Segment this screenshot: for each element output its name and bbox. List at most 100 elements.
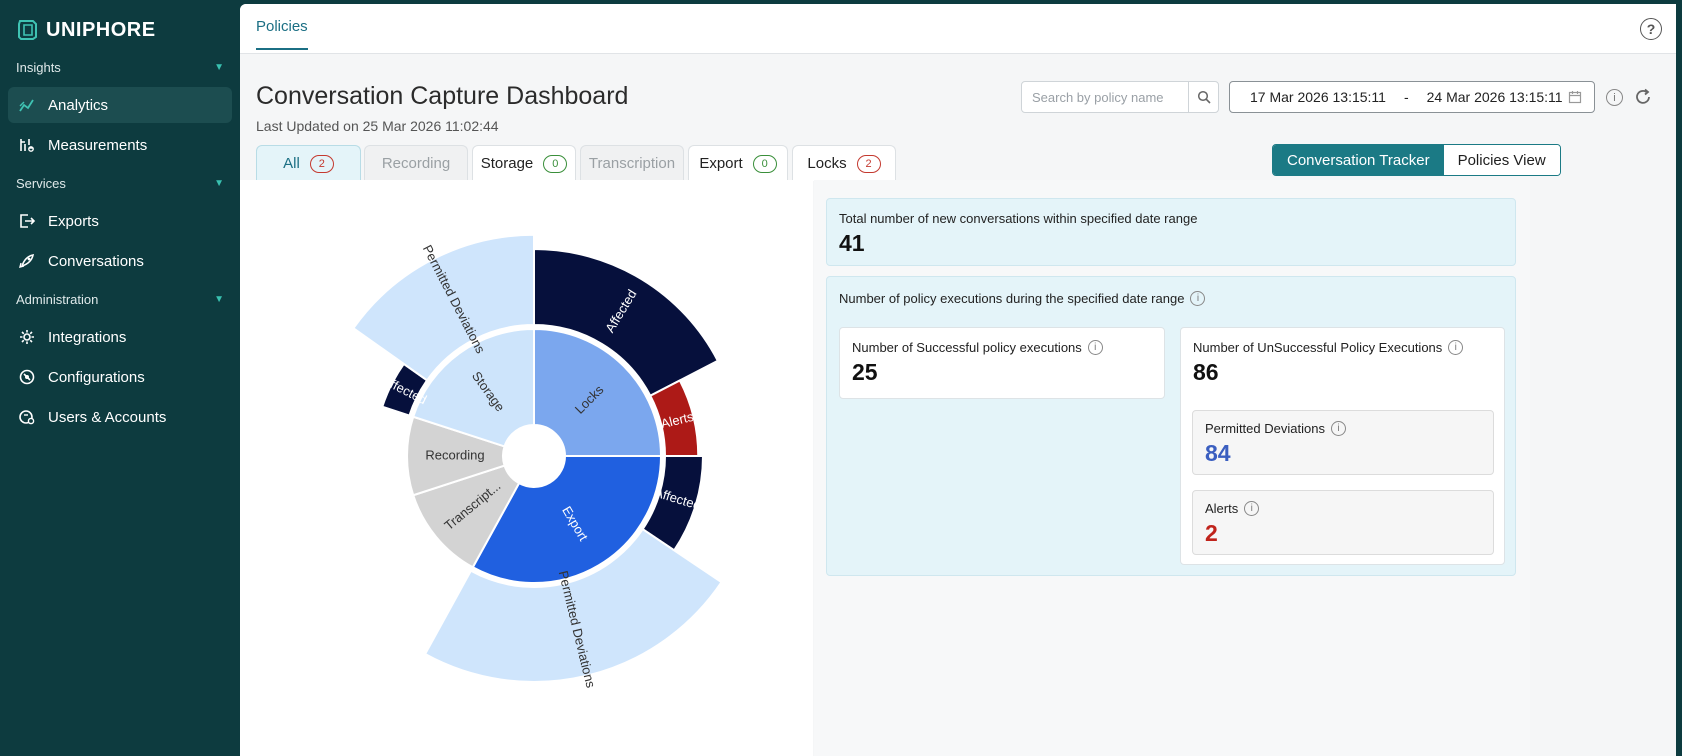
filter-tab-label: Transcription (588, 155, 676, 172)
successful-value: 25 (852, 359, 878, 385)
info-icon[interactable]: i (1330, 421, 1346, 436)
policies-view-button[interactable]: Policies View (1443, 145, 1560, 175)
sidebar-item-users-accounts[interactable]: Users & Accounts (8, 399, 232, 435)
measurements-icon (20, 139, 34, 152)
alerts-label-row: Alerts i (1205, 501, 1481, 516)
sidebar-item-exports[interactable]: Exports (8, 203, 232, 239)
sidebar-item-integrations[interactable]: Integrations (8, 319, 232, 355)
tab-policies[interactable]: Policies (256, 18, 308, 50)
main-content: Policies ? Conversation Capture Dashboar… (240, 4, 1676, 756)
users-icon (19, 410, 35, 425)
successful-executions-card: Number of Successful policy executions i… (839, 327, 1165, 399)
filter-tab-label: All (283, 155, 300, 172)
search-icon (1197, 90, 1211, 104)
sidebar-item-label: Analytics (48, 96, 109, 114)
date-from: 17 Mar 2026 13:15:11 (1250, 89, 1386, 105)
policy-executions-card: Number of policy executions during the s… (826, 276, 1516, 576)
filter-tab-label: Recording (381, 155, 451, 172)
total-conversations-label: Total number of new conversations within… (839, 211, 1198, 226)
deviations-label-row: Permitted Deviations i (1205, 421, 1481, 436)
sunburst-chart-panel: Locks Export Transcript... Recording Storage… (240, 180, 813, 756)
top-bar: Policies ? (240, 4, 1676, 54)
filter-tab-recording[interactable]: Recording (364, 145, 468, 181)
sunburst-outer-segment-affected[interactable] (533, 247, 720, 398)
section-label: Services (16, 176, 66, 191)
alerts-value: 2 (1205, 520, 1218, 546)
unsuccessful-label: Number of UnSuccessful Policy Executions (1193, 340, 1443, 355)
sunburst-inner-segment-transcript[interactable] (411, 464, 521, 569)
alerts-card: Alerts i 2 (1192, 490, 1494, 555)
deviations-value: 84 (1205, 440, 1231, 466)
stats-panel: Total number of new conversations within… (814, 180, 1530, 756)
gear-icon (20, 330, 34, 344)
policy-executions-header: Number of policy executions during the s… (839, 291, 1206, 306)
filter-tab-locks[interactable]: Locks 2 (792, 145, 896, 181)
sunburst-inner-label: Recording (425, 447, 484, 462)
date-range-picker[interactable]: 17 Mar 2026 13:15:11 - 24 Mar 2026 13:15… (1229, 81, 1595, 113)
date-separator: - (1403, 89, 1409, 105)
sidebar-item-label: Conversations (48, 252, 144, 270)
total-conversations-value: 41 (839, 230, 865, 256)
successful-label: Number of Successful policy executions (852, 340, 1082, 355)
sidebar-item-measurements[interactable]: Measurements (8, 127, 232, 163)
count-badge: 2 (856, 154, 881, 173)
unsuccessful-executions-card: Number of UnSuccessful Policy Executions… (1180, 327, 1505, 565)
uniphore-logo-icon (18, 20, 37, 40)
sidebar-item-label: Configurations (48, 368, 145, 386)
info-icon[interactable]: i (1190, 291, 1206, 306)
count-badge: 0 (543, 154, 568, 173)
configurations-icon (19, 369, 35, 385)
sunburst-inner-segment-export[interactable] (471, 455, 663, 584)
info-icon[interactable]: i (1448, 340, 1464, 355)
search-input[interactable] (1022, 82, 1188, 112)
filter-tab-all[interactable]: All 2 (256, 145, 361, 181)
sunburst-inner-segment-locks[interactable] (533, 327, 663, 457)
section-administration[interactable]: Administration ▼ (16, 292, 224, 307)
section-insights[interactable]: Insights ▼ (16, 60, 224, 75)
filter-tab-label: Locks (807, 155, 847, 172)
sunburst-inner-segment-storage[interactable] (411, 327, 535, 448)
sunburst-center (505, 427, 563, 485)
refresh-icon[interactable] (1633, 87, 1653, 107)
sidebar-item-configurations[interactable]: Configurations (8, 359, 232, 395)
sidebar-item-analytics[interactable]: Analytics (8, 87, 232, 123)
alerts-label: Alerts (1205, 501, 1239, 516)
policy-executions-label: Number of policy executions during the s… (839, 291, 1185, 306)
permitted-deviations-card: Permitted Deviations i 84 (1192, 410, 1494, 475)
section-label: Administration (16, 292, 99, 307)
sidebar-item-label: Exports (48, 212, 99, 230)
export-icon (20, 214, 36, 228)
brand-name: UNIPHORE (46, 18, 156, 41)
sidebar-item-conversations[interactable]: Conversations (8, 243, 232, 279)
help-icon[interactable]: ? (1640, 18, 1662, 40)
chevron-down-icon: ▼ (214, 178, 224, 189)
date-to: 24 Mar 2026 13:15:11 (1426, 89, 1563, 105)
section-services[interactable]: Services ▼ (16, 176, 224, 191)
filter-tab-label: Storage (480, 155, 534, 172)
last-updated: Last Updated on 25 Mar 2026 11:02:44 (256, 118, 499, 134)
unsuccessful-value: 86 (1193, 359, 1219, 385)
total-conversations-card: Total number of new conversations within… (826, 198, 1516, 266)
filter-tab-storage[interactable]: Storage 0 (472, 145, 576, 181)
search-button[interactable] (1188, 82, 1218, 112)
info-icon[interactable]: i (1606, 89, 1623, 106)
unsuccessful-label-row: Number of UnSuccessful Policy Executions… (1193, 340, 1492, 355)
rocket-icon (19, 253, 35, 268)
chevron-down-icon: ▼ (214, 294, 224, 305)
section-label: Insights (16, 60, 61, 75)
successful-label-row: Number of Successful policy executions i (852, 340, 1152, 355)
conversation-tracker-button[interactable]: Conversation Tracker (1273, 145, 1444, 175)
sunburst-outer-segment-permitteddeviations[interactable] (351, 233, 535, 382)
view-toggle: Conversation Tracker Policies View (1272, 144, 1561, 176)
info-icon[interactable]: i (1087, 340, 1103, 355)
filter-tab-label: Export (699, 155, 743, 172)
sidebar-item-label: Integrations (48, 328, 127, 346)
chevron-down-icon: ▼ (214, 62, 224, 73)
sunburst-chart: LocksExportTranscript...RecordingStorage… (351, 233, 723, 690)
filter-tab-export[interactable]: Export 0 (688, 145, 788, 181)
sunburst-outer-segment-permitteddeviations[interactable] (423, 527, 723, 683)
info-icon[interactable]: i (1244, 501, 1260, 516)
filter-tab-transcription[interactable]: Transcription (580, 145, 684, 181)
page-title: Conversation Capture Dashboard (256, 82, 629, 110)
sidebar-item-label: Measurements (48, 136, 148, 154)
